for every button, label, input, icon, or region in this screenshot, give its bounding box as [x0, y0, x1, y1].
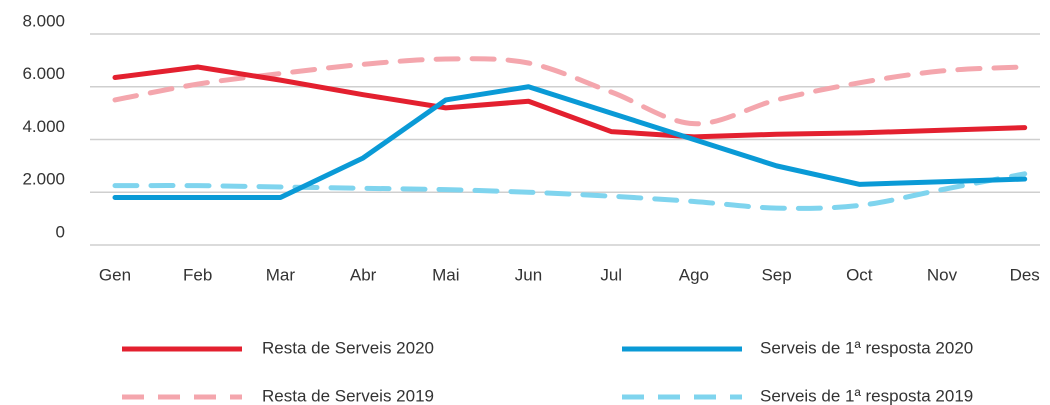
series-line — [112, 171, 1028, 211]
x-tick-label: Feb — [183, 265, 212, 284]
legend-label: Resta de Serveis 2019 — [262, 386, 434, 405]
series-line — [112, 56, 1028, 127]
x-tick-label: Gen — [99, 265, 131, 284]
y-tick-label: 8.000 — [22, 11, 65, 30]
x-tick-label: Abr — [350, 265, 377, 284]
x-tick-label: Oct — [846, 265, 873, 284]
x-tick-label: Mar — [266, 265, 296, 284]
legend-label: Resta de Serveis 2020 — [262, 338, 434, 357]
x-tick-label: Sep — [761, 265, 791, 284]
y-tick-label: 4.000 — [22, 117, 65, 136]
x-tick-label: Mai — [432, 265, 459, 284]
y-tick-label: 2.000 — [22, 170, 65, 189]
x-tick-label: Ago — [679, 265, 709, 284]
y-tick-label: 6.000 — [22, 64, 65, 83]
x-tick-label: Des — [1010, 265, 1040, 284]
x-tick-label: Nov — [927, 265, 958, 284]
series-line — [112, 64, 1028, 140]
legend-label: Serveis de 1ª resposta 2019 — [760, 386, 973, 405]
series-line — [112, 84, 1028, 201]
legend-label: Serveis de 1ª resposta 2020 — [760, 338, 973, 357]
x-tick-label: Jun — [515, 265, 542, 284]
y-tick-label: 0 — [56, 222, 65, 241]
x-tick-label: Jul — [600, 265, 622, 284]
